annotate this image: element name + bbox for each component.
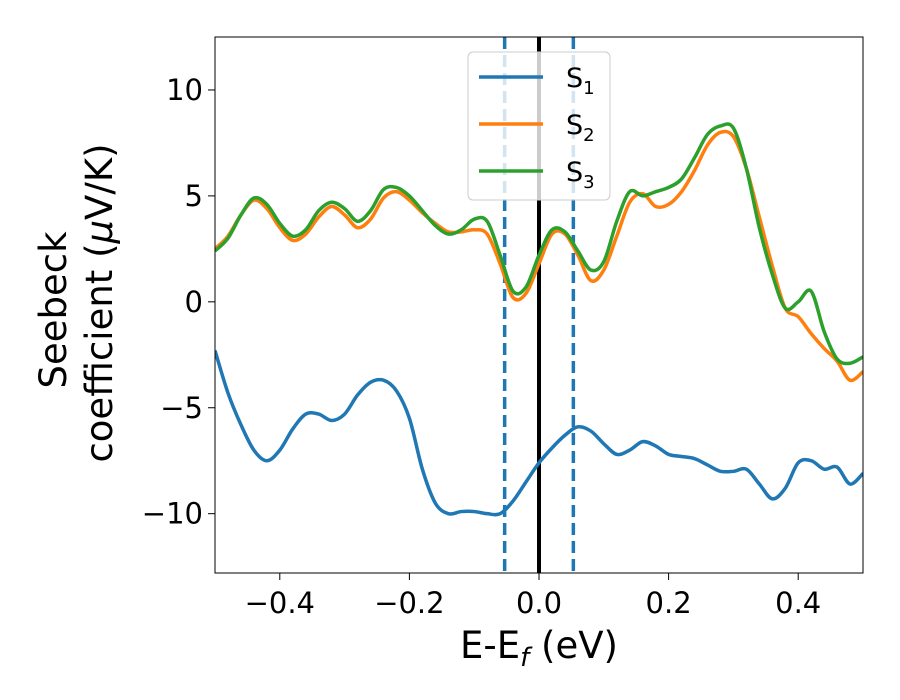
y-tick-label: 10 (166, 73, 203, 107)
x-tick-label: −0.2 (374, 586, 444, 620)
x-tick-label: 0.4 (775, 586, 821, 620)
y-axis-label-line1: Seebeck (32, 231, 75, 389)
x-tick-label: −0.4 (245, 586, 315, 620)
legend-label-s1: S1 (566, 63, 595, 99)
x-axis-label-main: E-E (460, 624, 520, 667)
y-axis-label: Seebeck coefficient (μV/K) (32, 143, 121, 462)
axis-ticks: −0.4 −0.2 0.0 0.2 0.4 −10 −5 0 5 10 (142, 73, 821, 620)
x-axis-label: E-Ef (eV) (460, 624, 618, 673)
y-axis-label-unit: V/K) (78, 143, 121, 219)
y-axis-label-mu: μ (78, 220, 121, 245)
legend-box (467, 51, 611, 201)
series-line-s3 (215, 122, 863, 366)
legend-label-s2: S2 (566, 110, 595, 146)
y-axis-label-line2-text: coefficient ( (78, 243, 121, 462)
x-tick-label: 0.2 (646, 586, 692, 620)
y-tick-label: −5 (160, 391, 203, 425)
y-axis-label-line2: coefficient (μV/K) (78, 143, 121, 462)
legend-label-s3: S3 (566, 157, 595, 193)
y-tick-label: −10 (142, 497, 203, 531)
plot-area (215, 37, 863, 573)
series-line-s1 (215, 350, 863, 517)
x-axis-label-unit: (eV) (529, 624, 618, 667)
y-tick-label: 0 (185, 285, 203, 319)
y-tick-label: 5 (185, 179, 203, 213)
x-tick-label: 0.0 (516, 586, 562, 620)
plot-content (215, 37, 863, 573)
legend: S1 S2 S3 (467, 51, 611, 201)
